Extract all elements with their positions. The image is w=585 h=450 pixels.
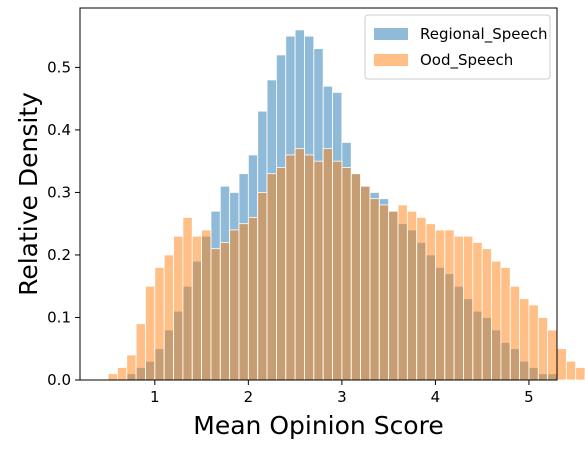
ood-speech-bar: [509, 285, 520, 381]
ood-speech-bar: [397, 204, 408, 381]
y-tick-label: 0.3: [47, 183, 71, 201]
ood-speech-bar: [154, 267, 165, 381]
ood-speech-bar: [378, 204, 390, 381]
ood-speech-bar: [444, 229, 455, 381]
y-tick-label: 0.4: [47, 121, 71, 139]
ood-speech-bar: [369, 198, 380, 381]
ood-speech-bar: [238, 223, 249, 381]
ood-speech-bar: [547, 329, 558, 381]
ood-speech-bar: [453, 235, 464, 381]
ood-speech-bar: [500, 267, 511, 381]
ood-speech-bar: [575, 367, 585, 381]
ood-speech-bar: [463, 235, 474, 381]
ood-speech-bar: [182, 217, 193, 381]
legend: Regional_Speech Ood_Speech: [364, 14, 551, 80]
ood-speech-bar: [145, 285, 156, 381]
ood-speech-bar: [556, 348, 567, 381]
ood-speech-bar: [350, 173, 361, 381]
ood-speech-bar: [491, 260, 502, 381]
ood-speech-bar: [528, 304, 539, 381]
x-tick-label: 2: [244, 388, 254, 406]
ood-speech-bar: [435, 229, 446, 381]
ood-speech-bar: [191, 235, 202, 381]
ood-speech-bar: [481, 248, 492, 381]
legend-swatch-regional: [374, 28, 408, 40]
legend-swatch-ood: [374, 54, 408, 66]
ood-speech-bar: [304, 154, 315, 381]
ood-speech-bar: [135, 323, 146, 381]
y-tick-label: 0.5: [47, 58, 71, 76]
ood-speech-bar: [406, 210, 418, 381]
ood-speech-bar: [322, 148, 333, 381]
x-tick-label: 3: [337, 388, 347, 406]
ood-speech-bar: [126, 354, 137, 381]
ood-speech-bar: [163, 254, 174, 381]
ood-speech-bar: [332, 160, 343, 381]
x-tick-label: 5: [524, 388, 534, 406]
x-tick-label: 4: [431, 388, 441, 406]
ood-speech-bar: [107, 373, 118, 381]
ood-speech-bar: [117, 367, 128, 381]
ood-speech-bar: [266, 173, 277, 381]
x-tick-label: 1: [150, 388, 160, 406]
ood-speech-bar: [229, 229, 240, 381]
ood-speech-bar: [201, 229, 212, 381]
ood-speech-bar: [294, 148, 305, 381]
ood-speech-bar: [173, 235, 184, 381]
x-axis-label: Mean Opinion Score: [193, 411, 443, 440]
ood-speech-bar: [416, 217, 427, 381]
ood-speech-bar: [519, 298, 530, 381]
ood-speech-bar: [276, 167, 287, 381]
ood-speech-bar: [537, 317, 549, 381]
x-axis-ticks: 1 2 3 4 5: [150, 380, 534, 406]
ood-speech-bar: [210, 248, 221, 381]
legend-label-ood: Ood_Speech: [420, 51, 513, 70]
ood-speech-bar: [425, 223, 436, 381]
ood-speech-bar: [285, 154, 296, 381]
ood-speech-bar: [360, 185, 371, 381]
legend-label-regional: Regional_Speech: [420, 25, 547, 44]
ood-speech-bar: [219, 242, 231, 381]
y-axis-ticks: 0.0 0.1 0.2 0.3 0.4 0.5: [47, 58, 80, 389]
plot-frame: [79, 7, 558, 381]
ood-speech-bar: [257, 192, 268, 381]
ood-speech-bar: [247, 217, 259, 381]
ood-speech-bar: [313, 160, 324, 381]
y-tick-label: 0.2: [47, 246, 71, 264]
y-tick-label: 0.0: [47, 371, 71, 389]
ood-speech-bar: [565, 360, 577, 381]
ood-speech-bar: [472, 242, 483, 381]
ood-speech-bar: [388, 210, 399, 381]
plot-area: [107, 29, 585, 381]
legend-box: [364, 14, 551, 80]
y-tick-label: 0.1: [47, 308, 71, 326]
ood-speech-bar: [341, 167, 352, 381]
y-axis-label: Relative Density: [14, 92, 43, 296]
